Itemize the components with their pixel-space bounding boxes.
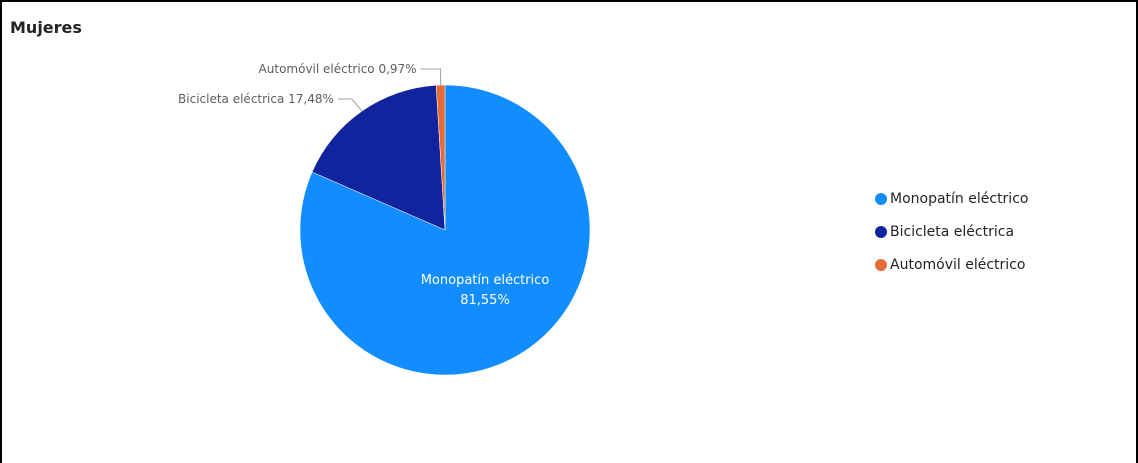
leader-line-2 xyxy=(420,68,442,86)
legend-label: Monopatín eléctrico xyxy=(890,190,1029,207)
legend-dot xyxy=(875,258,887,271)
pie-slice-1[interactable] xyxy=(311,85,446,231)
legend: Monopatín eléctrico Bicicleta eléctrica … xyxy=(875,190,1028,289)
data-label-value-0: 81,55% xyxy=(460,293,510,308)
legend-item-monopatin[interactable]: Monopatín eléctrico xyxy=(875,190,1028,207)
data-label-name-0: Monopatín eléctrico xyxy=(421,273,550,288)
data-label-1: Bicicleta eléctrica 17,48% xyxy=(178,92,334,106)
chart-title: Mujeres xyxy=(10,18,82,37)
leader-line-1 xyxy=(337,98,363,112)
legend-dot xyxy=(875,192,887,205)
data-label-2: Automóvil eléctrico 0,97% xyxy=(259,62,417,76)
legend-label: Bicicleta eléctrica xyxy=(890,223,1015,240)
legend-item-automovil[interactable]: Automóvil eléctrico xyxy=(875,256,1028,273)
legend-dot xyxy=(875,225,887,238)
legend-item-bicicleta[interactable]: Bicicleta eléctrica xyxy=(875,223,1028,240)
legend-label: Automóvil eléctrico xyxy=(890,256,1026,273)
